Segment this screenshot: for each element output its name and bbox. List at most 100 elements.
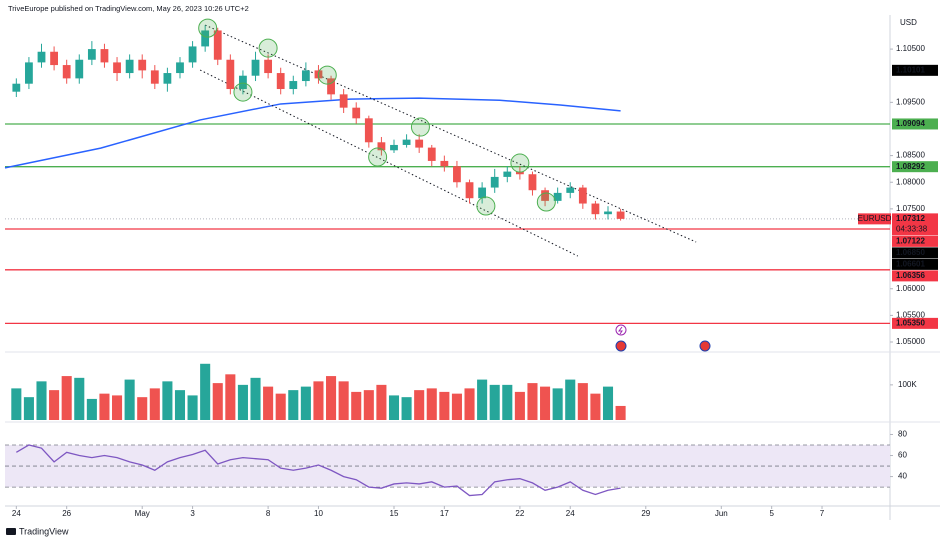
volume-bar [376, 384, 387, 420]
candle-body [377, 142, 386, 151]
symbol-label: EURUSD [858, 214, 892, 223]
volume-bar [86, 398, 97, 420]
price-label: 1.09094 [896, 119, 925, 128]
moving-average [4, 97, 621, 169]
x-tick-label: Jun [715, 509, 728, 518]
volume-bar [602, 386, 614, 420]
publisher: TriveEurope published on TradingView.com… [8, 4, 249, 13]
candle-body [578, 187, 587, 204]
touch-point [258, 38, 278, 58]
volume-bar [187, 395, 198, 420]
x-tick-label: 24 [12, 509, 21, 518]
price-label-box [892, 161, 938, 173]
volume-bar [124, 379, 135, 420]
volume-bar [363, 390, 374, 420]
countdown: 04:33:38 [896, 224, 928, 233]
event-icon [615, 324, 627, 336]
candle-body [440, 160, 449, 167]
volume-bar [577, 383, 588, 420]
brand-name: TradingView [19, 526, 69, 536]
price-label: 1.06850 [896, 248, 925, 257]
x-tick-label: 8 [266, 509, 271, 518]
x-tick-label: May [135, 509, 150, 518]
volume-bar [275, 393, 286, 420]
candle-body [75, 59, 84, 79]
event-icon [699, 340, 711, 352]
volume-bar [112, 395, 123, 420]
price-label: 1.07122 [896, 236, 925, 245]
candle-body [289, 81, 298, 90]
volume-bar [200, 363, 211, 420]
volume-bar [174, 390, 186, 420]
candle-body [566, 187, 575, 193]
volume-bar [263, 386, 274, 420]
volume-bar [514, 391, 525, 420]
candle-body [251, 59, 260, 76]
volume-bar [149, 388, 160, 420]
candle-body [415, 139, 424, 148]
volume-bar [590, 393, 601, 420]
x-tick-label: 5 [769, 509, 774, 518]
price-label-box [892, 247, 938, 259]
volume-bar [225, 374, 236, 420]
touch-point [317, 65, 337, 85]
x-tick-label: 3 [190, 509, 195, 518]
touch-point [510, 153, 530, 173]
candle-body [226, 59, 235, 90]
volume-bar [74, 377, 85, 420]
volume-bar [477, 379, 488, 420]
volume-bar [464, 388, 475, 420]
candle-body [125, 59, 134, 74]
candle-body [528, 174, 537, 191]
candle-body [503, 171, 512, 177]
candle-body [478, 187, 487, 199]
y-tick-label: 80 [898, 430, 907, 439]
price-label-box [892, 213, 938, 236]
volume-bar [439, 391, 450, 420]
candle-body [176, 62, 184, 74]
touch-point [368, 147, 388, 167]
candle-body [25, 62, 33, 84]
price-label-box [892, 258, 938, 270]
price-label-box [892, 235, 938, 247]
y-tick-label: 40 [898, 472, 907, 481]
candle-body [100, 49, 109, 63]
volume-bar [36, 381, 47, 420]
volume-bar [250, 377, 261, 420]
volume-bar [49, 390, 60, 420]
touch-point [233, 82, 253, 102]
touch-point [536, 192, 556, 212]
volume-bar [414, 390, 425, 420]
candle-body [276, 73, 285, 90]
y-tick-label: 60 [898, 451, 907, 460]
candle-body [591, 203, 600, 215]
y-tick-label: 1.05500 [896, 310, 925, 319]
candle-body [327, 78, 335, 95]
volume-bar [351, 391, 362, 420]
volume-bar [489, 384, 500, 420]
candle-body [213, 30, 222, 60]
price-label: 1.07312 [896, 214, 925, 223]
touch-point [410, 117, 430, 137]
channel-line [204, 24, 697, 243]
candle-body [490, 176, 499, 188]
candle-body [515, 171, 524, 175]
price-label-box [892, 118, 938, 130]
price-label: 1.06356 [896, 271, 925, 280]
candle-body [12, 83, 21, 92]
volume-bar [527, 383, 538, 420]
volume-bar [615, 405, 626, 420]
x-tick-label: 22 [515, 509, 524, 518]
candle-body [604, 211, 612, 215]
x-tick-label: 24 [566, 509, 575, 518]
brand: TradingView [6, 526, 69, 536]
symbol-tag [858, 213, 891, 225]
candle-body [113, 62, 121, 74]
volume-bar [11, 388, 22, 420]
x-tick-label: 17 [440, 509, 449, 518]
volume-bar [162, 381, 173, 420]
price-label: 1.10101 [896, 65, 925, 74]
event-icons [615, 324, 711, 352]
candle-body [163, 73, 172, 84]
volume-bar [540, 386, 551, 420]
